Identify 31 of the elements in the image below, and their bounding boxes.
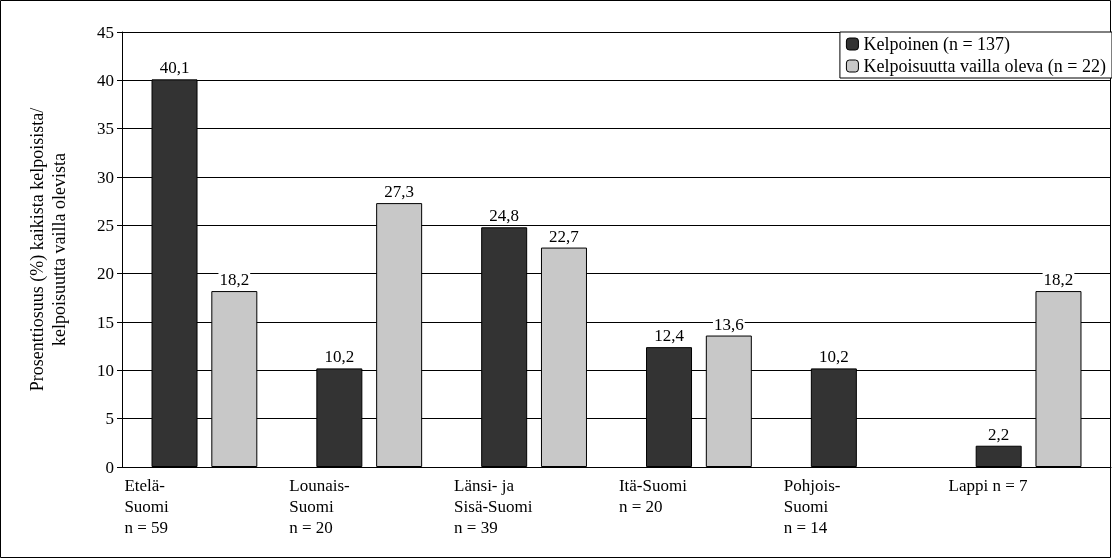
data-label: 2,2 — [988, 424, 1010, 444]
y-tick-label: 5 — [105, 409, 114, 429]
data-label: 10,2 — [818, 347, 849, 367]
y-axis-title: Prosenttiosuus (%) kaikista kelpoisista/ kelpoisuutta vailla olevista — [27, 107, 69, 392]
data-label: 22,7 — [549, 226, 580, 246]
data-label: 27,3 — [384, 182, 415, 202]
data-label: 13,6 — [713, 314, 744, 334]
y-tick-label: 15 — [97, 312, 114, 332]
legend-label: Kelpoisuutta vailla oleva (n = 22) — [863, 56, 1107, 77]
x-tick-label: Lounais- Suomi n = 20 — [289, 476, 351, 537]
y-tick-label: 25 — [97, 215, 114, 235]
data-label: 12,4 — [654, 326, 685, 346]
y-tick-label: 0 — [105, 457, 114, 477]
data-label: 24,8 — [489, 206, 520, 226]
x-tick-label: Etelä- Suomi n = 59 — [124, 476, 170, 537]
x-tick-label: Pohjois- Suomi n = 14 — [783, 476, 841, 537]
y-tick-label: 40 — [97, 70, 114, 90]
data-label: 40,1 — [159, 58, 190, 78]
data-label: 18,2 — [1043, 270, 1074, 290]
y-tick-label: 20 — [97, 264, 114, 284]
y-tick-label: 45 — [97, 22, 114, 42]
legend-label: Kelpoinen (n = 137) — [863, 34, 1011, 55]
y-tick-label: 10 — [97, 360, 114, 380]
y-tick-label: 30 — [97, 167, 114, 187]
x-tick-label: Lappi n = 7 — [948, 476, 1029, 495]
x-tick-label: Itä-Suomi n = 20 — [618, 476, 688, 516]
x-tick-label: Länsi- ja Sisä-Suomi n = 39 — [454, 476, 533, 537]
y-tick-label: 35 — [97, 119, 114, 139]
bar — [975, 445, 1022, 467]
data-label: 10,2 — [324, 347, 355, 367]
data-label: 18,2 — [219, 270, 250, 290]
